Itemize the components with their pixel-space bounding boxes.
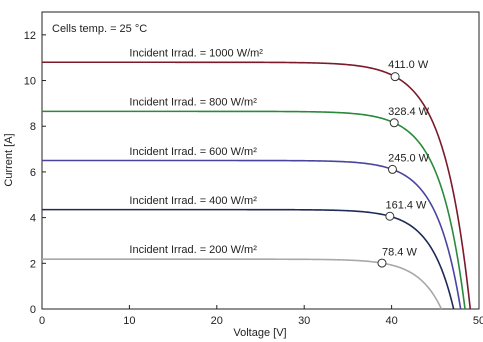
y-axis-title: Current [A] (3, 133, 15, 186)
x-tick-label: 20 (211, 315, 223, 327)
x-tick-label: 40 (385, 315, 397, 327)
x-axis-ticks: 0 10 20 30 40 50 (39, 305, 483, 327)
mpp-power-label: 411.0 W (388, 59, 429, 71)
iv-curve (42, 258, 443, 310)
mpp-marker (385, 211, 395, 221)
y-axis-ticks: 0 2 4 6 8 10 12 (24, 30, 46, 316)
labels-layer: Incident Irrad. = 1000 W/m² 411.0 W Incide… (129, 48, 430, 268)
temperature-note: Cells temp. = 25 °C (52, 23, 147, 35)
y-tick-label: 0 (30, 304, 36, 316)
mpp-marker (390, 72, 400, 82)
curve-label: Incident Irrad. = 200 W/m² (129, 244, 257, 256)
curve-label: Incident Irrad. = 800 W/m² (129, 97, 257, 109)
y-tick-label: 2 (30, 258, 36, 270)
mpp-power-label: 161.4 W (385, 199, 427, 211)
curve-label: Incident Irrad. = 600 W/m² (129, 146, 257, 158)
curve-label: Incident Irrad. = 1000 W/m² (129, 48, 263, 60)
y-tick-label: 10 (24, 76, 36, 88)
curve-label: Incident Irrad. = 400 W/m² (129, 195, 257, 207)
y-tick-label: 12 (24, 30, 36, 42)
y-tick-label: 4 (30, 213, 36, 225)
mpp-marker (387, 164, 397, 174)
x-tick-label: 10 (123, 315, 135, 327)
mpp-power-label: 78.4 W (382, 246, 417, 258)
mpp-marker (377, 258, 387, 268)
x-tick-label: 0 (39, 315, 45, 327)
y-tick-label: 6 (30, 167, 36, 179)
mpp-power-label: 328.4 W (388, 106, 430, 118)
mpp-power-label: 245.0 W (388, 153, 430, 165)
mpp-marker (389, 118, 399, 128)
x-axis-title: Voltage [V] (233, 327, 286, 339)
iv-curve (42, 208, 455, 310)
y-tick-label: 8 (30, 121, 36, 133)
x-tick-label: 50 (473, 315, 483, 327)
iv-curve (42, 159, 462, 310)
x-tick-label: 30 (298, 315, 310, 327)
